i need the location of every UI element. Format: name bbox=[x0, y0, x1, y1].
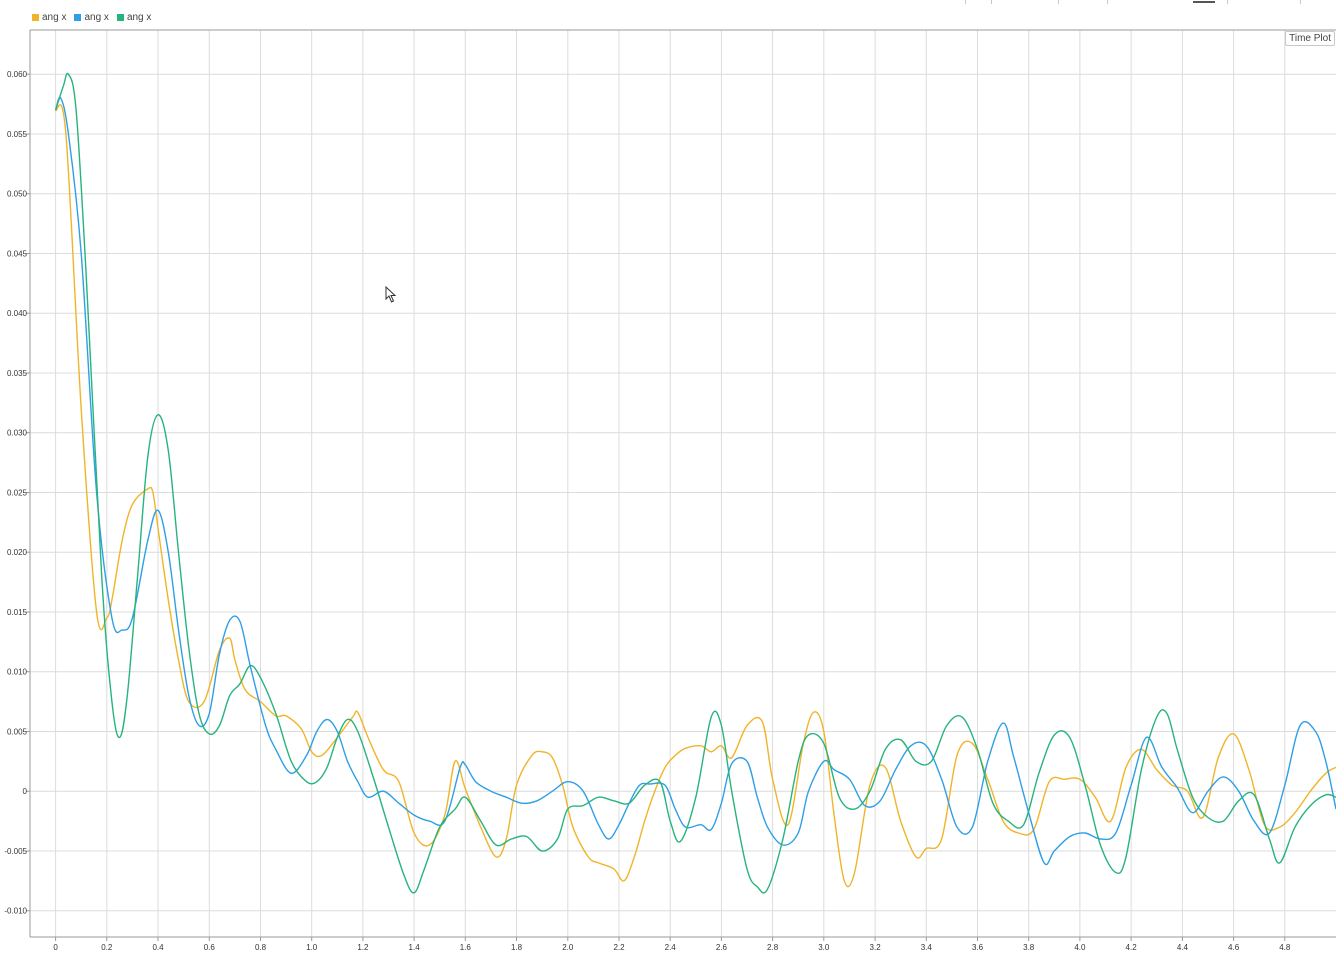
toolbar-active-indicator[interactable] bbox=[1193, 1, 1215, 3]
x-tick-label: 2.4 bbox=[665, 943, 677, 952]
x-tick-label: 1.8 bbox=[511, 943, 523, 952]
plot-area[interactable] bbox=[30, 30, 1336, 937]
toolbar-divider bbox=[1058, 0, 1059, 4]
legend-swatch-series-2 bbox=[74, 14, 82, 21]
x-tick-label: 0.8 bbox=[255, 943, 267, 952]
y-tick-label: 0.030 bbox=[7, 429, 28, 438]
y-tick-label: 0.025 bbox=[7, 489, 28, 498]
toolbar-divider bbox=[1227, 0, 1228, 4]
y-tick-label: -0.010 bbox=[4, 907, 27, 916]
y-tick-label: 0.050 bbox=[7, 190, 28, 199]
toolbar-divider bbox=[1107, 0, 1108, 4]
legend-label-series-1: ang x bbox=[42, 12, 67, 23]
x-tick-label: 2.0 bbox=[562, 943, 574, 952]
series-line-3[interactable] bbox=[54, 72, 1336, 894]
y-tick-label: 0.060 bbox=[7, 70, 28, 79]
toolbar-divider bbox=[991, 0, 992, 4]
x-tick-label: 1.2 bbox=[357, 943, 369, 952]
series-line-2[interactable] bbox=[54, 96, 1336, 866]
x-tick-label: 0.4 bbox=[152, 943, 164, 952]
x-tick-label: 0.2 bbox=[101, 943, 113, 952]
toolbar bbox=[0, 0, 1336, 30]
x-tick-label: 0 bbox=[53, 943, 58, 952]
x-tick-label: 2.2 bbox=[613, 943, 625, 952]
x-tick-label: 4.4 bbox=[1177, 943, 1189, 952]
x-tick-label: 3.0 bbox=[818, 943, 830, 952]
toolbar-divider bbox=[965, 0, 966, 4]
y-tick-label: 0.035 bbox=[7, 369, 28, 378]
x-tick-label: 4.0 bbox=[1074, 943, 1086, 952]
x-tick-label: 4.6 bbox=[1228, 943, 1240, 952]
legend-swatch-series-1 bbox=[32, 14, 39, 21]
x-tick-label: 1.0 bbox=[306, 943, 318, 952]
x-tick-label: 0.6 bbox=[204, 943, 216, 952]
toolbar-divider bbox=[1300, 0, 1301, 4]
x-tick-label: 4.2 bbox=[1126, 943, 1138, 952]
y-tick-label: 0.020 bbox=[7, 548, 28, 557]
x-tick-label: 3.6 bbox=[972, 943, 984, 952]
x-tick-label: 3.4 bbox=[921, 943, 933, 952]
y-tick-label: 0.015 bbox=[7, 608, 28, 617]
legend-item-series-2[interactable]: ang x bbox=[74, 12, 109, 23]
y-tick-label: 0.040 bbox=[7, 309, 28, 318]
x-tick-label: 3.8 bbox=[1023, 943, 1035, 952]
legend-item-series-1[interactable]: ang x bbox=[32, 12, 66, 23]
x-tick-label: 1.4 bbox=[409, 943, 421, 952]
y-tick-label: -0.005 bbox=[4, 847, 27, 856]
x-tick-label: 2.8 bbox=[767, 943, 779, 952]
mouse-cursor-icon bbox=[385, 286, 397, 303]
x-tick-label: 4.8 bbox=[1279, 943, 1291, 952]
x-tick-label: 1.6 bbox=[460, 943, 472, 952]
time-plot-label: Time Plot bbox=[1285, 31, 1335, 46]
legend: ang x ang x ang x bbox=[32, 12, 151, 23]
y-tick-label: 0 bbox=[23, 787, 28, 796]
x-tick-label: 2.6 bbox=[716, 943, 728, 952]
y-tick-label: 0.010 bbox=[7, 668, 28, 677]
legend-label-series-2: ang x bbox=[84, 12, 109, 23]
y-tick-label: 0.055 bbox=[7, 130, 28, 139]
x-tick-label: 3.2 bbox=[870, 943, 882, 952]
legend-swatch-series-3 bbox=[116, 14, 124, 21]
y-tick-label: 0.045 bbox=[7, 250, 28, 259]
y-tick-label: 0.005 bbox=[7, 728, 28, 737]
legend-label-series-3: ang x bbox=[126, 12, 152, 23]
legend-item-series-3[interactable]: ang x bbox=[116, 12, 152, 23]
